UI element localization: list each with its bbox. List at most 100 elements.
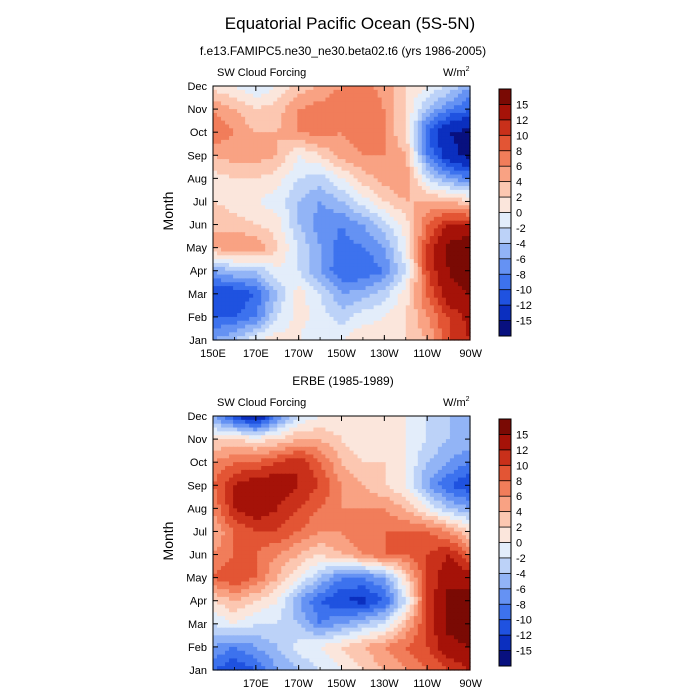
heatmap-cell	[233, 186, 238, 191]
heatmap-cell	[345, 255, 351, 260]
heatmap-cell	[241, 124, 246, 129]
heatmap-cell	[317, 205, 323, 210]
heatmap-cell	[369, 423, 375, 429]
heatmap-cell	[409, 286, 415, 291]
heatmap-cell	[333, 170, 339, 176]
heatmap-cell	[353, 166, 359, 172]
heatmap-cell	[429, 143, 435, 149]
heatmap-cell	[225, 201, 230, 206]
heatmap-cell	[433, 309, 439, 314]
heatmap-cell	[425, 419, 431, 425]
heatmap-cell	[229, 209, 234, 214]
heatmap-cell	[361, 136, 367, 141]
heatmap-cell	[249, 89, 254, 95]
heatmap-cell	[345, 97, 351, 102]
heatmap-cell	[425, 236, 431, 241]
heatmap-cell	[385, 232, 391, 237]
heatmap-cell	[265, 205, 270, 210]
heatmap-cell	[365, 236, 371, 241]
heatmap-cell	[285, 201, 290, 206]
heatmap-cell	[393, 216, 399, 222]
heatmap-cell	[397, 136, 403, 141]
heatmap-cell	[305, 239, 310, 245]
heatmap-cell	[285, 105, 290, 110]
heatmap-cell	[377, 446, 383, 452]
heatmap-cell	[325, 205, 331, 210]
heatmap-cell	[369, 139, 375, 145]
heatmap-cell	[425, 282, 431, 287]
heatmap-cell	[417, 286, 423, 291]
heatmap-cell	[245, 101, 250, 106]
heatmap-cell	[253, 213, 258, 218]
heatmap-cell	[321, 147, 327, 153]
heatmap-cell	[261, 155, 266, 160]
heatmap-cell	[285, 255, 290, 260]
heatmap-cell	[281, 166, 286, 172]
heatmap-cell	[257, 189, 262, 195]
heatmap-cell	[233, 255, 238, 260]
heatmap-cell	[361, 205, 367, 210]
heatmap-cell	[301, 162, 306, 168]
heatmap-cell	[345, 236, 351, 241]
heatmap-cell	[237, 239, 242, 245]
heatmap-cell	[253, 166, 258, 172]
colorbar-label: -10	[516, 285, 532, 297]
heatmap-cell	[253, 309, 258, 314]
heatmap-cell	[397, 313, 403, 318]
heatmap-cell	[389, 166, 395, 172]
heatmap-cell	[365, 328, 371, 333]
heatmap-cell	[213, 147, 218, 153]
heatmap-cell	[321, 189, 327, 195]
heatmap-cell	[353, 332, 359, 337]
heatmap-cell	[233, 155, 238, 160]
heatmap-cell	[265, 239, 270, 245]
heatmap-cell	[445, 205, 451, 210]
heatmap-cell	[213, 182, 218, 187]
y-tick-label: Mar	[188, 289, 207, 301]
heatmap-cell	[365, 297, 371, 303]
heatmap-cell	[225, 282, 230, 287]
heatmap-cell	[341, 282, 347, 287]
heatmap-cell	[297, 289, 302, 295]
heatmap-cell	[325, 136, 331, 141]
heatmap-cell	[237, 151, 242, 156]
heatmap-cell	[441, 263, 447, 268]
heatmap-cell	[289, 332, 294, 337]
heatmap-cell	[265, 259, 270, 264]
heatmap-cell	[337, 201, 343, 206]
heatmap-cell	[233, 305, 238, 310]
heatmap-cell	[293, 189, 298, 195]
heatmap-cell	[437, 442, 443, 448]
heatmap-cell	[345, 316, 351, 322]
heatmap-cell	[453, 320, 459, 326]
heatmap-cell	[393, 143, 399, 149]
heatmap-cell	[413, 136, 419, 141]
heatmap-cell	[357, 232, 363, 237]
heatmap-cell	[277, 86, 282, 91]
heatmap-cell	[249, 259, 254, 264]
heatmap-cell	[433, 147, 439, 153]
heatmap-cell	[245, 274, 250, 280]
heatmap-cell	[293, 442, 298, 448]
heatmap-cell	[293, 213, 298, 218]
heatmap-cell	[353, 220, 359, 226]
heatmap-cell	[373, 431, 379, 436]
heatmap-cell	[389, 143, 395, 149]
heatmap-cell	[409, 182, 415, 187]
heatmap-cell	[297, 216, 302, 222]
heatmap-cell	[245, 132, 250, 137]
heatmap-cell	[381, 224, 387, 229]
heatmap-cell	[401, 305, 407, 310]
heatmap-cell	[265, 266, 270, 272]
heatmap-cell	[273, 143, 278, 149]
heatmap-cell	[461, 336, 467, 341]
heatmap-cell	[237, 282, 242, 287]
heatmap-cell	[413, 132, 419, 137]
colorbar-frame	[498, 88, 512, 337]
heatmap-cell	[273, 289, 278, 295]
heatmap-cell	[309, 182, 314, 187]
heatmap-cell	[297, 236, 302, 241]
heatmap-cell	[213, 151, 218, 156]
heatmap-cell	[325, 320, 331, 326]
heatmap-cell	[381, 324, 387, 330]
